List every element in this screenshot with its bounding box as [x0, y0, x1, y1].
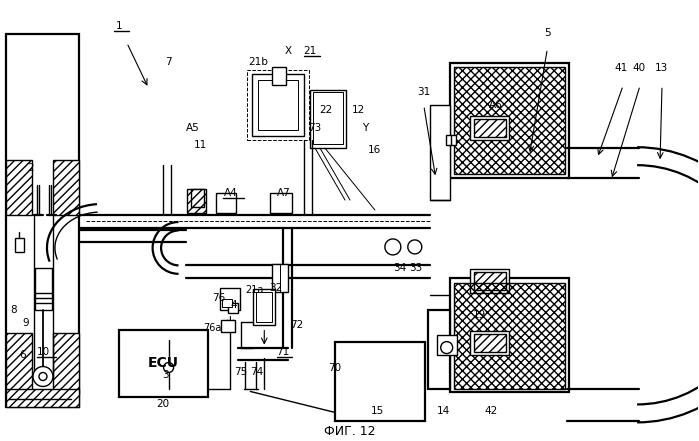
Text: 34: 34 [394, 263, 406, 273]
Text: A6: A6 [489, 101, 503, 110]
Text: 19: 19 [473, 310, 487, 320]
Text: 72: 72 [291, 320, 304, 330]
Text: A4: A4 [224, 188, 237, 198]
Text: 31: 31 [417, 87, 431, 97]
Bar [454, 67, 565, 174]
Text: 7: 7 [165, 57, 172, 67]
Bar [272, 264, 288, 292]
Bar [470, 331, 510, 355]
Text: 14: 14 [437, 407, 450, 416]
Text: 20: 20 [156, 400, 169, 409]
Text: 21a: 21a [245, 285, 264, 295]
Text: 76: 76 [212, 293, 225, 303]
Bar [470, 116, 510, 140]
Bar [310, 90, 346, 148]
Text: 22: 22 [319, 105, 333, 116]
Text: 32: 32 [270, 283, 283, 293]
Text: 41: 41 [614, 64, 628, 74]
Text: 16: 16 [368, 145, 382, 155]
Bar [6, 333, 32, 394]
Bar [470, 269, 510, 293]
Text: 6: 6 [20, 350, 27, 359]
Bar [430, 105, 449, 200]
Text: X: X [284, 45, 291, 56]
Text: ECU: ECU [148, 355, 179, 370]
Bar [252, 75, 304, 136]
Bar [474, 272, 505, 290]
Text: 13: 13 [654, 64, 668, 74]
Bar [253, 289, 275, 325]
Text: 73: 73 [308, 123, 322, 133]
Bar [191, 189, 205, 207]
Text: 15: 15 [371, 407, 384, 416]
Text: 1: 1 [115, 21, 122, 30]
Bar [222, 299, 232, 307]
Circle shape [164, 363, 173, 373]
Text: 2: 2 [28, 163, 34, 173]
Bar [271, 193, 292, 213]
Circle shape [440, 342, 453, 354]
Text: 74: 74 [250, 366, 263, 377]
Text: 9: 9 [22, 318, 29, 328]
Text: 11: 11 [194, 140, 207, 150]
Bar [53, 160, 79, 215]
Text: 4: 4 [230, 300, 237, 310]
Bar [474, 120, 505, 137]
Text: 75: 75 [233, 366, 247, 377]
Text: 42: 42 [485, 407, 498, 416]
Bar [119, 330, 208, 397]
Text: 10: 10 [36, 347, 50, 357]
Text: ФИГ. 12: ФИГ. 12 [324, 425, 376, 438]
Circle shape [39, 373, 47, 381]
Bar [449, 278, 569, 392]
Bar [257, 292, 272, 321]
Text: 33: 33 [409, 263, 422, 273]
Text: 71: 71 [277, 347, 290, 357]
Bar [313, 93, 343, 144]
Text: 8: 8 [10, 305, 16, 315]
Bar [259, 80, 298, 130]
Text: 70: 70 [329, 363, 342, 373]
Bar [229, 303, 238, 313]
Bar [187, 189, 206, 213]
Bar [474, 334, 505, 351]
Bar [454, 283, 565, 389]
Circle shape [33, 366, 53, 386]
Bar [437, 335, 456, 355]
Bar [217, 193, 236, 213]
Text: Y: Y [362, 123, 368, 133]
Bar [247, 71, 309, 140]
Text: 21: 21 [303, 45, 317, 56]
Text: A5: A5 [186, 123, 199, 133]
Bar [272, 67, 286, 86]
Text: 40: 40 [633, 64, 646, 74]
Bar [53, 333, 79, 394]
Bar [222, 320, 236, 332]
Bar [15, 238, 24, 252]
Text: 12: 12 [352, 105, 365, 116]
Text: 3: 3 [162, 370, 169, 380]
Text: 5: 5 [544, 28, 551, 37]
Bar [6, 160, 32, 215]
Bar [220, 288, 240, 310]
Text: 76a: 76a [203, 323, 222, 333]
Bar [446, 135, 456, 145]
Bar [6, 389, 79, 407]
Bar [6, 34, 79, 407]
Text: A7: A7 [278, 188, 291, 198]
Bar [449, 64, 569, 178]
Bar [428, 310, 449, 389]
Text: 21b: 21b [248, 57, 268, 67]
Bar [35, 268, 52, 310]
Bar [335, 342, 425, 421]
